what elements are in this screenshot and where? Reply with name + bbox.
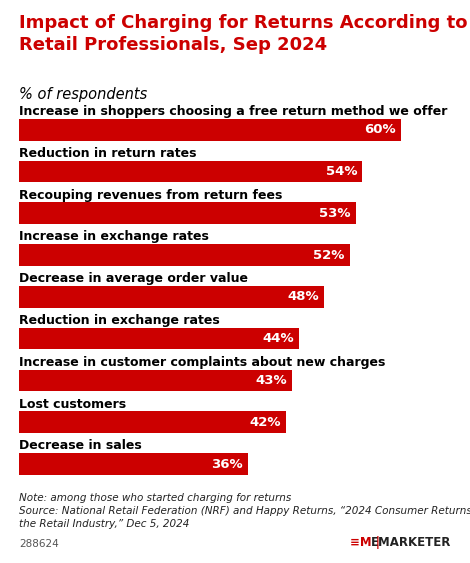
Text: 54%: 54% [326,165,357,178]
Bar [19,453,248,475]
Text: Lost customers: Lost customers [19,397,126,410]
Bar [19,328,299,350]
Text: 60%: 60% [364,123,395,136]
Text: 52%: 52% [313,248,345,262]
Text: Reduction in return rates: Reduction in return rates [19,147,196,160]
Text: 44%: 44% [262,332,294,345]
Text: 288624: 288624 [19,539,59,549]
Bar [19,244,350,266]
Bar [19,202,356,224]
Text: Decrease in average order value: Decrease in average order value [19,272,248,285]
Text: Impact of Charging for Returns According to US
Retail Professionals, Sep 2024: Impact of Charging for Returns According… [19,14,470,53]
Text: 43%: 43% [256,374,287,387]
Text: 48%: 48% [288,291,319,303]
Text: Reduction in exchange rates: Reduction in exchange rates [19,314,219,327]
Text: Increase in customer complaints about new charges: Increase in customer complaints about ne… [19,356,385,369]
Text: 36%: 36% [211,458,243,471]
Text: 53%: 53% [320,207,351,220]
Bar [19,119,400,141]
Text: Increase in exchange rates: Increase in exchange rates [19,230,209,243]
Bar [19,160,362,182]
Bar [19,286,324,308]
Text: Note: among those who started charging for returns
Source: National Retail Feder: Note: among those who started charging f… [19,493,470,529]
Text: Recouping revenues from return fees: Recouping revenues from return fees [19,189,282,202]
Bar [19,412,286,433]
Text: 42%: 42% [250,415,281,428]
Text: EMARKETER: EMARKETER [371,536,451,549]
Text: % of respondents: % of respondents [19,87,147,102]
Text: Increase in shoppers choosing a free return method we offer: Increase in shoppers choosing a free ret… [19,105,447,118]
Text: ≡M |: ≡M | [350,536,380,549]
Bar [19,369,292,391]
Text: Decrease in sales: Decrease in sales [19,439,141,452]
